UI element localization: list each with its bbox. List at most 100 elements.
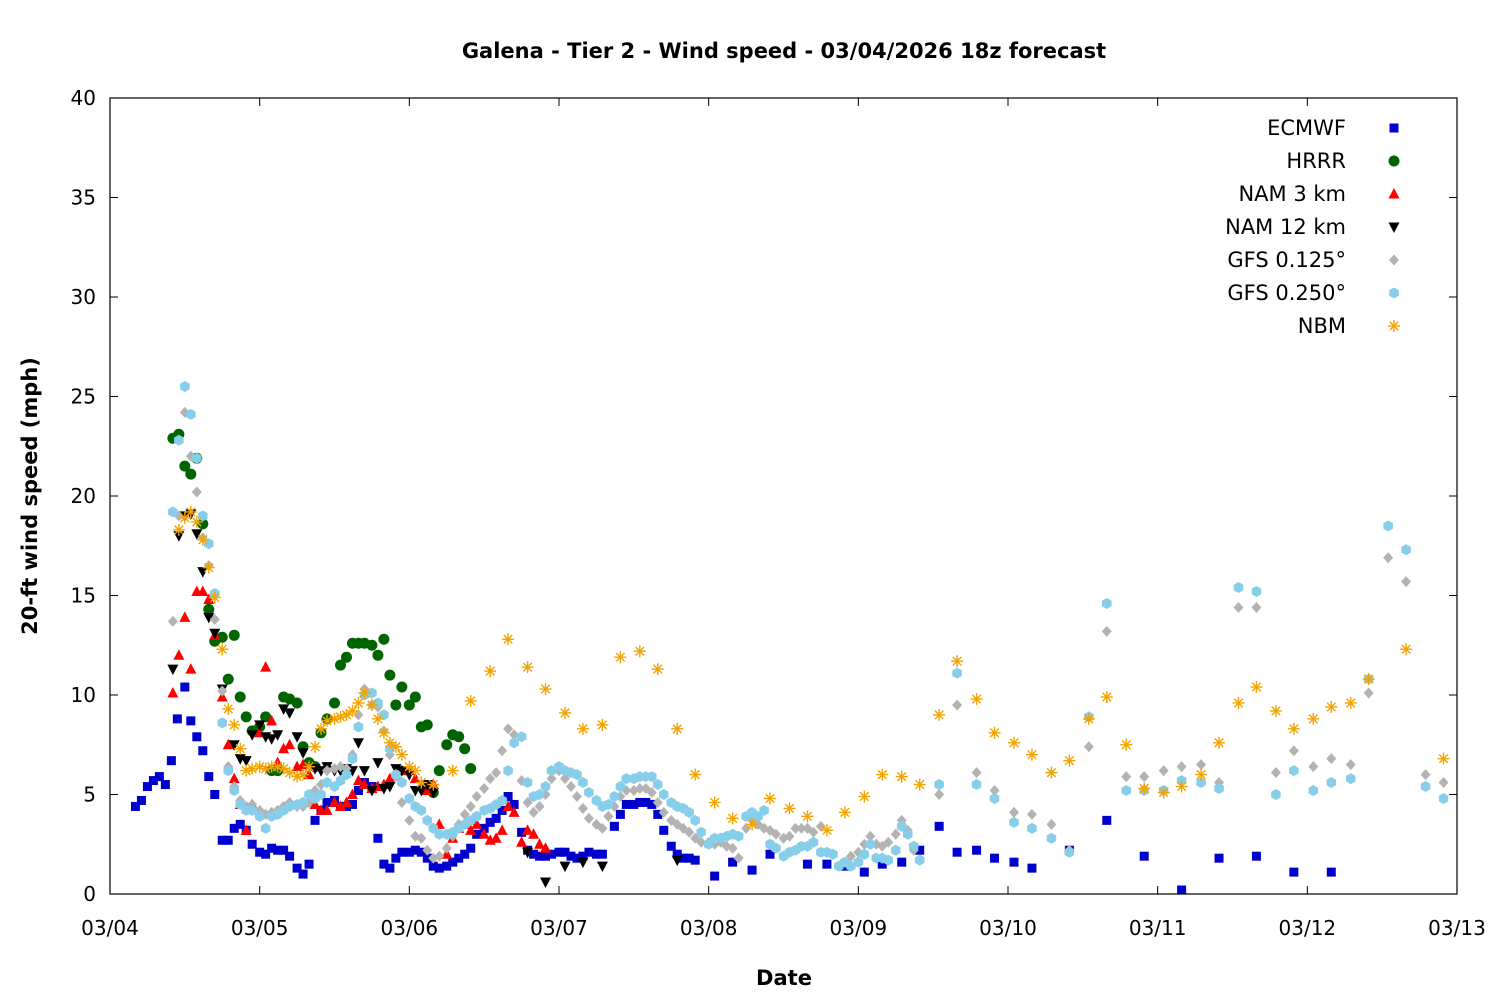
data-point — [771, 828, 782, 840]
plot-area — [130, 381, 1450, 895]
data-point — [459, 743, 471, 755]
data-point — [808, 826, 819, 838]
data-point — [334, 800, 346, 811]
legend-marker-gfs-0-250 — [1389, 287, 1399, 299]
data-point — [197, 567, 209, 578]
data-point — [228, 629, 240, 641]
data-point — [403, 699, 415, 711]
data-point — [503, 765, 513, 777]
data-point — [566, 851, 576, 861]
data-point — [1101, 625, 1112, 637]
data-point — [441, 842, 452, 854]
data-point — [347, 753, 358, 765]
data-point — [576, 722, 589, 735]
data-point — [509, 729, 520, 741]
data-point — [433, 765, 445, 777]
data-point — [353, 786, 363, 796]
data-point — [908, 840, 919, 852]
data-point — [764, 792, 777, 805]
data-point — [1196, 777, 1206, 789]
data-point — [377, 726, 390, 739]
data-point — [416, 847, 426, 857]
data-point — [653, 809, 663, 819]
data-point — [802, 859, 812, 869]
data-point — [234, 742, 247, 755]
data-point — [865, 830, 876, 842]
data-point — [883, 854, 894, 866]
data-point — [1138, 782, 1151, 795]
data-point — [1362, 673, 1375, 686]
data-point — [759, 804, 769, 816]
data-point — [615, 781, 626, 793]
data-point — [1100, 690, 1113, 703]
data-point — [291, 732, 303, 743]
data-point — [528, 806, 539, 818]
data-point — [859, 848, 870, 860]
data-point — [1064, 846, 1075, 858]
data-point — [684, 853, 694, 863]
data-point — [635, 797, 645, 807]
data-point — [838, 806, 851, 819]
data-point — [285, 851, 295, 861]
data-point — [696, 836, 707, 848]
data-point — [385, 863, 395, 873]
data-point — [859, 867, 869, 877]
y-tick-label: 5 — [83, 783, 96, 807]
data-point — [222, 738, 234, 750]
data-point — [1176, 761, 1187, 773]
data-point — [316, 789, 326, 800]
data-point — [1271, 789, 1281, 800]
data-point — [629, 799, 639, 809]
data-point — [822, 859, 832, 869]
data-point — [989, 792, 1000, 804]
data-point — [952, 699, 963, 711]
data-point — [1251, 851, 1261, 861]
data-point — [652, 796, 663, 808]
data-point — [209, 613, 220, 625]
data-point — [689, 768, 702, 781]
data-point — [384, 782, 396, 793]
data-point — [184, 505, 197, 518]
data-point — [1102, 597, 1112, 609]
data-point — [322, 777, 332, 789]
data-point — [934, 779, 944, 791]
data-point — [416, 804, 427, 816]
data-point — [583, 812, 594, 824]
legend-marker-nam-3-km — [1388, 188, 1400, 199]
x-tick-label: 03/08 — [680, 916, 738, 940]
data-point — [988, 726, 1001, 739]
data-point — [179, 611, 191, 622]
data-point — [209, 628, 221, 640]
data-point — [522, 777, 533, 789]
data-point — [465, 824, 477, 835]
data-point — [303, 760, 316, 773]
data-point — [696, 826, 706, 838]
data-point — [558, 706, 571, 719]
data-point — [378, 633, 390, 645]
data-point — [1270, 767, 1281, 779]
data-point — [1139, 771, 1150, 783]
data-point — [322, 765, 333, 777]
data-point — [372, 758, 384, 769]
legend-marker-nam-12-km — [1388, 222, 1400, 233]
data-point — [690, 855, 700, 865]
data-point — [934, 789, 945, 800]
data-point — [310, 815, 320, 825]
data-point — [479, 783, 490, 795]
data-point — [292, 863, 302, 873]
data-point — [659, 789, 669, 800]
data-point — [853, 856, 864, 868]
data-point — [448, 857, 458, 867]
data-point — [972, 845, 982, 855]
data-point — [1177, 885, 1187, 895]
data-point — [496, 824, 508, 835]
data-point — [454, 853, 464, 863]
data-point — [646, 787, 657, 799]
data-point — [534, 838, 546, 849]
data-point — [246, 730, 258, 741]
data-point — [371, 712, 384, 725]
data-point — [971, 767, 982, 779]
data-point — [484, 665, 497, 678]
data-point — [1214, 783, 1224, 795]
data-point — [409, 772, 421, 784]
